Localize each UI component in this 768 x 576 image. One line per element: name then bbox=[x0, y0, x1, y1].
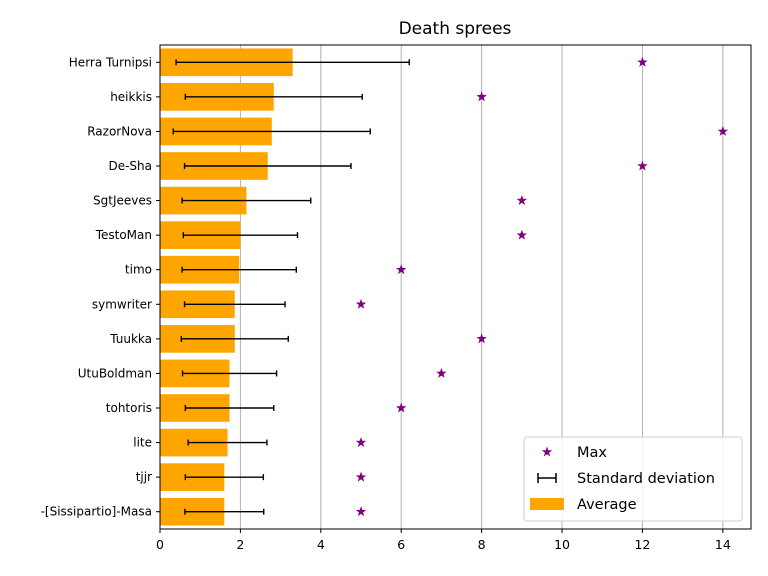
legend-max-marker bbox=[541, 446, 553, 457]
y-tick-label: symwriter bbox=[92, 297, 152, 311]
x-tick-label: 12 bbox=[634, 537, 650, 552]
x-tick-labels: 0 2 4 6 8 10 12 14 bbox=[156, 529, 731, 552]
y-tick-label: RazorNova bbox=[87, 124, 152, 138]
max-marker bbox=[355, 506, 367, 517]
y-tick-label: lite bbox=[133, 436, 152, 450]
y-tick-label: TestoMan bbox=[95, 228, 152, 242]
x-tick-label: 6 bbox=[397, 537, 405, 552]
chart-title: Death sprees bbox=[399, 19, 512, 39]
y-tick-label: SgtJeeves bbox=[93, 194, 152, 208]
max-marker bbox=[717, 125, 729, 136]
x-tick-label: 10 bbox=[554, 537, 570, 552]
y-tick-label: UtuBoldman bbox=[78, 366, 152, 380]
legend-std-marker bbox=[537, 473, 557, 483]
max-marker bbox=[355, 298, 367, 309]
x-tick-label: 0 bbox=[156, 537, 164, 552]
max-marker bbox=[355, 437, 367, 448]
y-tick-label: tjjr bbox=[136, 470, 152, 484]
max-marker bbox=[476, 91, 487, 102]
y-tick-labels: Herra Turnipsi heikkis RazorNova De-Sha SgtJ… bbox=[41, 55, 160, 519]
max-marker bbox=[637, 160, 648, 171]
max-marker bbox=[516, 195, 528, 206]
max-marker bbox=[355, 471, 367, 482]
legend-std-label: Standard deviation bbox=[577, 471, 715, 487]
bars bbox=[160, 48, 293, 526]
y-tick-label: De-Sha bbox=[108, 159, 152, 173]
x-tick-label: 4 bbox=[317, 537, 325, 552]
max-markers bbox=[355, 56, 729, 517]
y-tick-label: -[Sissipartio]-Masa bbox=[41, 505, 152, 519]
legend-max-label: Max bbox=[577, 445, 607, 461]
y-tick-label: timo bbox=[125, 263, 152, 277]
legend: Max Standard deviation Average bbox=[523, 436, 743, 522]
legend-average-swatch bbox=[530, 498, 564, 510]
grid-lines bbox=[239, 45, 724, 529]
max-marker bbox=[436, 367, 447, 378]
y-tick-label: Tuukka bbox=[109, 332, 152, 346]
max-marker bbox=[637, 56, 648, 67]
legend-box bbox=[523, 436, 743, 522]
max-marker bbox=[516, 229, 528, 240]
x-tick-label: 8 bbox=[478, 537, 486, 552]
max-marker bbox=[396, 264, 407, 275]
x-tick-label: 14 bbox=[715, 537, 731, 552]
y-tick-label: heikkis bbox=[110, 90, 152, 104]
max-marker bbox=[476, 333, 487, 344]
plot-frame bbox=[159, 44, 752, 530]
max-marker bbox=[396, 402, 407, 413]
error-bars bbox=[172, 59, 410, 515]
y-tick-label: Herra Turnipsi bbox=[69, 55, 152, 69]
x-tick-label: 2 bbox=[236, 537, 244, 552]
y-tick-label: tohtoris bbox=[106, 401, 152, 415]
legend-average-label: Average bbox=[577, 497, 637, 513]
